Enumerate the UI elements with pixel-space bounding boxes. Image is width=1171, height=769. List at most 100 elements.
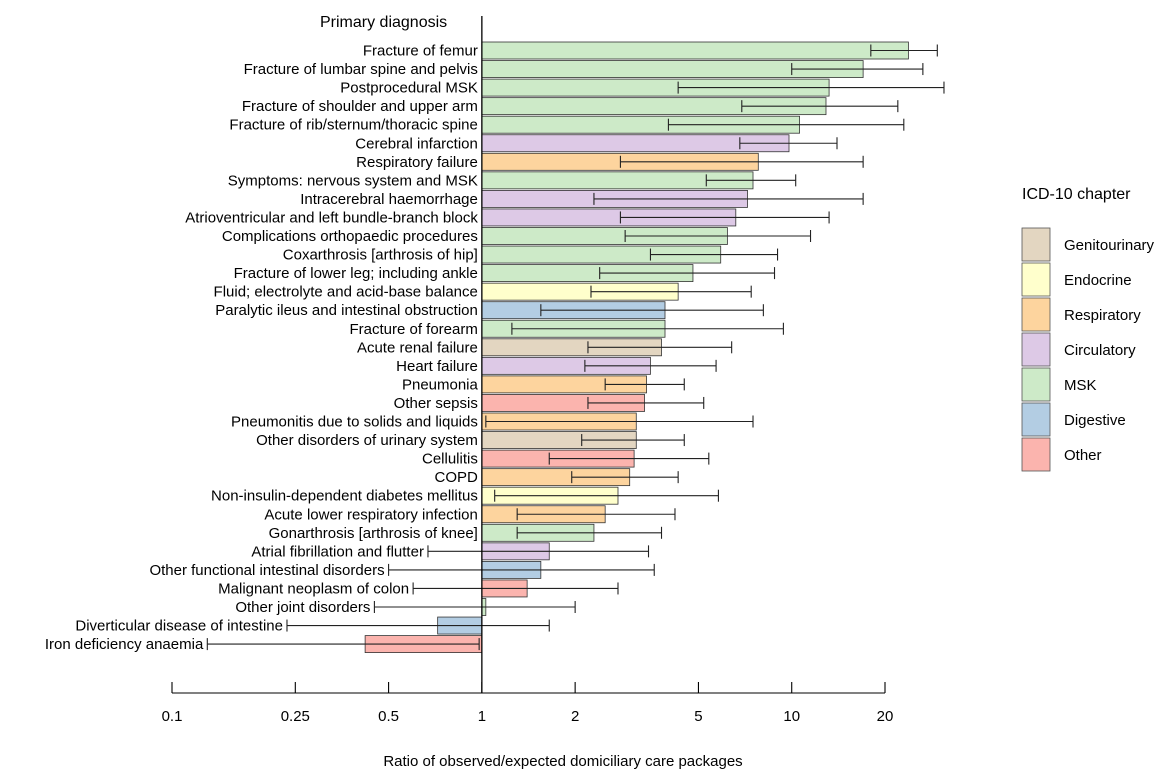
error-bar (206, 638, 480, 651)
category-label: Pneumonitis due to solids and liquids (231, 414, 478, 431)
category-label: Other disorders of urinary system (256, 432, 478, 449)
legend-swatch (1021, 367, 1051, 402)
error-bar (286, 619, 550, 632)
legend-label: Endocrine (1064, 272, 1132, 289)
category-label: Non-insulin-dependent diabetes mellitus (211, 488, 478, 505)
category-label: Fluid; electrolyte and acid-base balance (214, 284, 478, 301)
legend-swatch (1021, 402, 1051, 437)
category-label: Diverticular disease of intestine (75, 618, 283, 635)
category-label: Gonarthrosis [arthrosis of knee] (269, 525, 478, 542)
error-bar (619, 155, 864, 168)
error-bar (624, 230, 812, 242)
legend-item: Circulatory (1021, 332, 1136, 367)
legend-swatch (1021, 332, 1051, 367)
category-label: Acute renal failure (357, 339, 478, 356)
category-label: Paralytic ileus and intestinal obstructi… (215, 302, 478, 319)
error-bar (581, 434, 685, 447)
legend-swatch (1021, 227, 1051, 262)
category-label: Fracture of femur (363, 43, 478, 60)
category-label: Intracerebral haemorrhage (300, 191, 478, 208)
category-label: Postprocedural MSK (340, 80, 478, 97)
legend-label: MSK (1064, 377, 1097, 394)
legend-label: Circulatory (1064, 342, 1136, 359)
category-label: Malignant neoplasm of colon (218, 580, 409, 597)
legend-swatch (1021, 437, 1051, 472)
error-bar (587, 341, 733, 354)
category-label: Acute lower respiratory infection (264, 506, 477, 523)
category-label: Symptoms: nervous system and MSK (228, 172, 478, 189)
error-bars-layer (206, 44, 945, 651)
error-bar (739, 137, 838, 150)
category-label: Other sepsis (394, 395, 478, 412)
error-bar (516, 526, 663, 539)
x-tick-label: 2 (571, 708, 579, 725)
legend-item: Digestive (1021, 402, 1126, 437)
error-bar (587, 396, 705, 409)
category-label: Complications orthopaedic procedures (222, 228, 478, 245)
x-tick-label: 0.1 (162, 708, 183, 725)
category-label: Fracture of lower leg; including ankle (234, 265, 478, 282)
x-tick-label: 0.25 (281, 708, 310, 725)
legend-swatch (1021, 297, 1051, 332)
error-bar (511, 322, 784, 335)
error-bar (619, 211, 830, 224)
error-bar (427, 545, 650, 558)
bar (481, 41, 909, 60)
category-label: Fracture of rib/sternum/thoracic spine (229, 117, 477, 134)
legend-item: MSK (1021, 367, 1097, 402)
legend-label: Other (1064, 447, 1102, 464)
legend-item: Respiratory (1021, 297, 1141, 332)
error-bar (540, 304, 764, 317)
error-bar (677, 81, 945, 94)
x-axis: 0.1 0.25 0.5 1 2 5 10 20 (162, 682, 894, 725)
error-bar (667, 118, 905, 131)
category-label: COPD (435, 469, 479, 486)
x-tick-label: 20 (877, 708, 894, 725)
category-label: Fracture of shoulder and upper arm (242, 98, 478, 115)
y-axis-heading: Primary diagnosis (320, 14, 447, 31)
error-bar (870, 44, 938, 57)
legend-item: Endocrine (1021, 262, 1132, 297)
error-bar (791, 63, 924, 76)
legend-label: Respiratory (1064, 307, 1141, 324)
x-axis-label: Ratio of observed/expected domiciliary c… (383, 753, 742, 769)
error-bar (590, 285, 752, 298)
error-bar (571, 471, 679, 484)
legend-swatch (1021, 262, 1051, 297)
category-label: Respiratory failure (356, 154, 478, 171)
category-label: Other joint disorders (235, 599, 370, 616)
x-tick-label: 0.5 (378, 708, 399, 725)
category-label: Other functional intestinal disorders (149, 562, 384, 579)
category-label: Fracture of lumbar spine and pelvis (244, 61, 478, 78)
error-bar (494, 489, 719, 502)
error-bar (485, 415, 754, 428)
x-tick-label: 10 (783, 708, 800, 725)
error-bar (604, 378, 685, 391)
legend-item: Other (1021, 437, 1102, 472)
category-label: Cellulitis (422, 451, 478, 468)
x-tick-label: 1 (478, 708, 486, 725)
error-bar (741, 100, 899, 113)
category-label: Atrioventricular and left bundle-branch … (185, 209, 478, 226)
error-bar (599, 267, 776, 280)
legend-label: Digestive (1064, 412, 1126, 429)
category-label: Heart failure (396, 358, 478, 375)
error-bar (584, 359, 717, 372)
error-bar (412, 582, 619, 595)
legend-title: ICD-10 chapter (1022, 186, 1131, 203)
category-label: Pneumonia (402, 376, 479, 393)
error-bar (373, 601, 576, 613)
legend-item: Genitourinary (1021, 227, 1155, 262)
category-label: Atrial fibrillation and flutter (251, 543, 424, 560)
category-label: Coxarthrosis [arthrosis of hip] (283, 247, 478, 264)
x-tick-label: 5 (694, 708, 702, 725)
legend: ICD-10 chapter Genitourinary Endocrine Res… (1021, 186, 1155, 472)
error-bar (705, 174, 797, 187)
error-bar (649, 248, 779, 261)
error-bar (516, 508, 676, 521)
error-bar (593, 192, 864, 205)
category-label: Fracture of forearm (349, 321, 477, 338)
legend-label: Genitourinary (1064, 237, 1155, 254)
